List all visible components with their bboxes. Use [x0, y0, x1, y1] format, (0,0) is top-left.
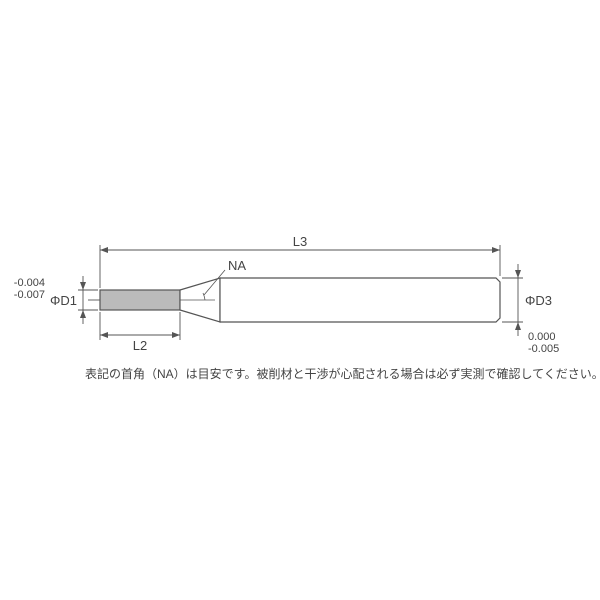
l3-label: L3 — [293, 234, 307, 249]
note-text: 表記の首角（NA）は目安です。被削材と干渉が心配される場合は必ず実測で確認してく… — [85, 365, 600, 382]
dim-D1: ΦD1 -0.004 -0.007 — [14, 276, 98, 324]
d1-tol-upper: -0.004 — [14, 277, 45, 289]
dim-D3: ΦD3 0.000 -0.005 — [502, 264, 559, 355]
dim-L2: L2 — [100, 312, 180, 353]
d1-tol-lower: -0.007 — [14, 289, 45, 301]
l2-label: L2 — [133, 338, 147, 353]
tool-tip — [100, 290, 180, 310]
drawing-svg: NA L3 L2 ΦD1 -0.004 -0.007 ΦD3 0.00 — [0, 0, 600, 600]
na-label: NA — [228, 258, 246, 273]
tool-diagram: { "diagram": { "type": "engineering-draw… — [0, 0, 600, 600]
tool-shank — [220, 278, 500, 322]
d3-label: ΦD3 — [525, 293, 552, 308]
d1-label: ΦD1 — [50, 293, 77, 308]
d3-tol-lower: -0.005 — [528, 343, 559, 355]
d3-tol-upper: 0.000 — [528, 331, 556, 343]
